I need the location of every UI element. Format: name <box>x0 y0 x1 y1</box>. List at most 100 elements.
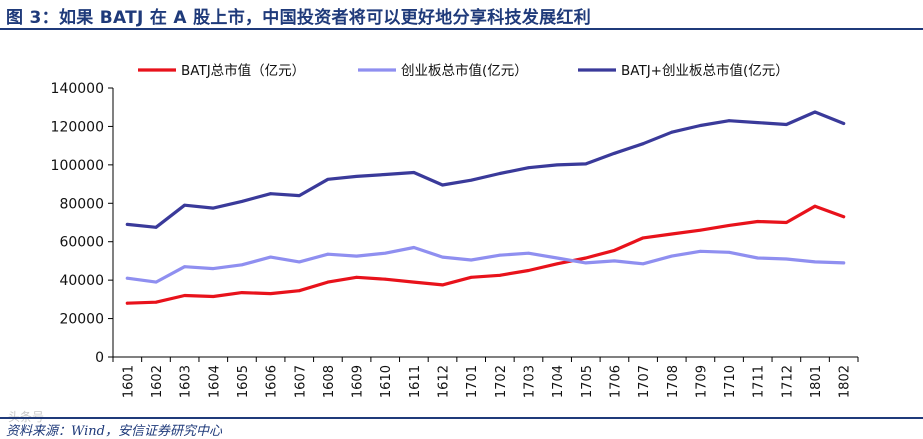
x-tick-label: 1705 <box>580 365 595 398</box>
data-point <box>527 166 530 170</box>
x-tick-label: 1707 <box>637 365 652 398</box>
x-tick-label: 1703 <box>522 365 537 398</box>
data-point <box>641 236 645 240</box>
data-point <box>125 223 129 226</box>
y-tick-label: 0 <box>95 350 104 366</box>
x-tick-label: 1701 <box>465 365 480 398</box>
footer-rule <box>0 417 923 419</box>
data-point <box>584 256 588 260</box>
data-point <box>813 110 817 114</box>
data-point <box>813 260 817 264</box>
data-point <box>441 283 444 287</box>
data-point <box>326 177 330 181</box>
x-tick-label: 1710 <box>723 365 738 398</box>
x-tick-label: 1609 <box>351 365 366 398</box>
data-point <box>183 294 187 297</box>
data-point <box>269 255 272 259</box>
data-point <box>756 256 760 260</box>
data-point <box>383 277 387 281</box>
data-point <box>240 263 244 267</box>
y-tick-label: 80000 <box>59 196 104 212</box>
x-tick-label: 1603 <box>179 365 194 398</box>
data-point <box>842 122 846 125</box>
title-rule <box>0 28 923 30</box>
data-point <box>613 151 616 155</box>
data-point <box>727 223 731 227</box>
data-point <box>441 183 444 187</box>
y-tick-label: 100000 <box>51 158 104 174</box>
x-tick-label: 1709 <box>694 365 709 398</box>
data-point <box>555 163 559 167</box>
data-point <box>756 121 760 124</box>
data-point <box>297 194 301 198</box>
x-tick-label: 1611 <box>408 365 423 398</box>
data-point <box>641 262 645 266</box>
y-tick-label: 140000 <box>51 81 104 97</box>
x-tick-label: 1607 <box>293 365 308 398</box>
x-tick-label: 1608 <box>322 365 337 398</box>
x-tick-label: 1706 <box>608 365 623 398</box>
data-point <box>412 171 416 174</box>
data-point <box>584 162 588 166</box>
data-point <box>412 246 416 249</box>
data-point <box>498 172 502 175</box>
data-point <box>154 300 158 304</box>
data-point <box>670 232 674 236</box>
data-point <box>469 275 473 279</box>
data-point <box>355 275 358 279</box>
data-point <box>269 292 272 295</box>
data-point <box>211 206 215 210</box>
data-point <box>641 142 645 146</box>
data-point <box>727 250 731 254</box>
data-point <box>842 261 846 265</box>
series-line-0 <box>125 204 846 305</box>
series-line-1 <box>125 245 846 284</box>
data-point <box>699 124 702 127</box>
data-point <box>355 174 358 178</box>
data-point <box>383 173 387 176</box>
data-point <box>756 220 760 223</box>
data-point <box>784 257 788 261</box>
data-point <box>297 260 301 264</box>
data-point <box>211 267 215 271</box>
data-point <box>240 291 244 295</box>
x-tick-label: 1712 <box>780 365 795 398</box>
x-tick-label: 1601 <box>121 365 136 398</box>
data-point <box>699 249 702 253</box>
x-tick-label: 1711 <box>752 365 767 398</box>
legend: BATJ总市值（亿元） 创业板总市值(亿元） BATJ+创业板总市值(亿元） <box>138 62 789 79</box>
data-point <box>527 251 530 255</box>
figure-title: 图 3：如果 BATJ 在 A 股上市，中国投资者将可以更好地分享科技发展红利 <box>6 8 591 28</box>
data-point <box>727 119 731 123</box>
data-point <box>183 203 187 207</box>
x-tick-label: 1610 <box>379 365 394 398</box>
data-point <box>383 251 387 255</box>
y-tick-label: 120000 <box>51 119 104 135</box>
data-point <box>670 254 674 258</box>
x-tick-label: 1704 <box>551 365 566 398</box>
data-point <box>498 253 502 257</box>
y-axis: 0 20000 40000 60000 80000 100000 120000 140000 <box>51 81 114 366</box>
series-lines <box>125 110 846 305</box>
data-point <box>699 228 702 232</box>
data-point <box>555 256 559 260</box>
y-tick-label: 60000 <box>59 235 104 251</box>
data-point <box>441 255 444 259</box>
data-point <box>154 280 158 284</box>
data-point <box>842 215 846 219</box>
data-point <box>412 280 416 284</box>
x-tick-label: 1605 <box>236 365 251 398</box>
x-axis: 1601 1602 1603 1604 1605 1606 1607 1608 1609 1610… <box>112 356 859 398</box>
data-point <box>613 248 616 252</box>
data-point <box>469 178 473 182</box>
data-point <box>326 280 330 284</box>
data-point <box>555 262 559 266</box>
data-point <box>297 289 301 293</box>
data-point <box>813 204 817 208</box>
data-point <box>613 259 616 263</box>
data-point <box>784 221 788 224</box>
x-tick-label: 1604 <box>207 365 222 398</box>
data-point <box>125 301 129 305</box>
y-tick-label: 40000 <box>59 273 104 289</box>
